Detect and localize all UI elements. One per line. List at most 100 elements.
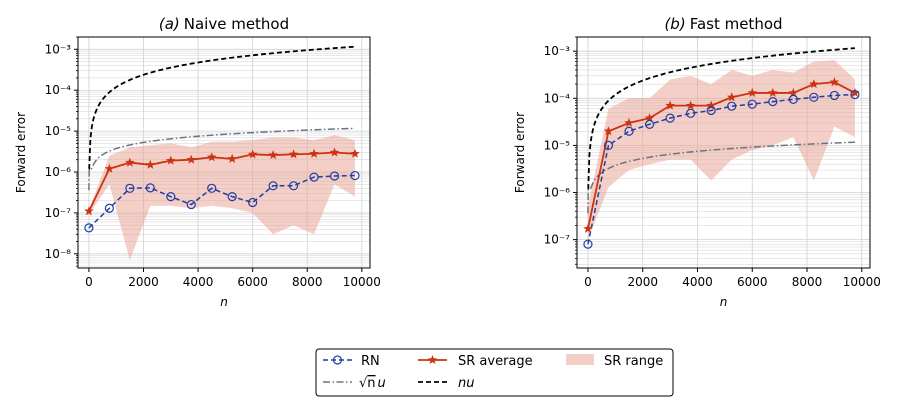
- x-tick-label: 8000: [792, 275, 823, 289]
- rn-point: [288, 181, 299, 191]
- rn-point: [125, 183, 135, 193]
- sr-average-point: [665, 100, 675, 110]
- y-tick-label: 10⁻³: [544, 44, 571, 58]
- y-tick-label: 10⁻⁷: [45, 206, 72, 220]
- legend-rn-marker: [332, 355, 343, 365]
- legend-sr-average-label: SR average: [458, 354, 533, 369]
- sr-average-point: [644, 113, 655, 123]
- sr-average-point: [829, 77, 840, 87]
- sr-average-point: [685, 100, 696, 110]
- sr-average-point: [747, 87, 758, 97]
- y-tick-label: 10⁻⁸: [45, 247, 72, 261]
- rn-point: [850, 89, 860, 100]
- x-tick-label: 4000: [183, 275, 214, 289]
- legend-item-rn: RN: [323, 354, 380, 369]
- rn-point: [603, 140, 614, 151]
- rn-point: [350, 170, 360, 181]
- legend-sqrt-symbol: √: [359, 376, 368, 391]
- sr-average-point: [350, 148, 360, 158]
- sr-average-point: [726, 92, 737, 102]
- rn-point: [624, 126, 634, 136]
- rn-point: [227, 192, 237, 202]
- sr-average-point: [624, 117, 634, 127]
- legend-sr-range-label: SR range: [604, 354, 663, 369]
- legend-item-nu: nu: [418, 376, 474, 391]
- rn-point: [706, 105, 716, 116]
- rn-point: [309, 172, 319, 182]
- chart-title-prefix: (b): [664, 15, 685, 33]
- sr-average-point: [309, 148, 319, 158]
- chart-title-text: Fast method: [690, 15, 783, 33]
- y-axis-label: Forward error: [513, 112, 527, 193]
- panel-fast-method: 0 2000 4000 6000 8000 10000 10⁻⁷ 10⁻⁶ 10⁻⁵ 10⁻⁴ 10…: [513, 15, 881, 309]
- x-tick-label: 4000: [682, 275, 713, 289]
- nu-line: [88, 45, 356, 170]
- legend-item-sr-average: SR average: [418, 354, 533, 369]
- sr-average-point: [329, 147, 340, 157]
- legend-sqrt-n: n: [367, 376, 375, 391]
- rn-point: [329, 171, 340, 181]
- legend-nu-label: nu: [458, 376, 474, 391]
- sr-average-point: [84, 206, 94, 216]
- x-tick-label: 6000: [737, 275, 768, 289]
- rn-point: [727, 101, 737, 111]
- sr-average-point: [227, 153, 237, 163]
- markers: [583, 77, 860, 249]
- rn-point: [268, 181, 278, 191]
- rn-point: [809, 92, 819, 102]
- sr-average-point: [104, 163, 115, 173]
- markers: [84, 147, 360, 233]
- legend-sqrt-u: u: [378, 376, 386, 391]
- y-tick-label: 10⁻⁵: [45, 124, 72, 138]
- sr-average-point: [186, 154, 197, 164]
- chart-title: (a) Naive method: [159, 15, 289, 33]
- sr-range-band: [88, 135, 355, 261]
- plot-area: [587, 47, 856, 245]
- y-axis-label: Forward error: [14, 112, 28, 193]
- sr-range-band: [587, 60, 855, 240]
- x-tick-label: 6000: [237, 275, 268, 289]
- rn-point: [145, 183, 155, 193]
- y-tick-label: 10⁻⁴: [544, 91, 571, 105]
- y-tick-label: 10⁻⁷: [544, 233, 571, 247]
- rn-point: [665, 113, 675, 123]
- rn-point: [84, 223, 94, 233]
- sr-average-point: [206, 152, 217, 162]
- rn-point: [829, 90, 840, 101]
- rn-point: [644, 119, 655, 129]
- legend-sr-average-marker: [427, 355, 438, 365]
- x-axis-label: n: [220, 295, 228, 309]
- sr-average-point: [768, 87, 778, 97]
- sr-average-point: [288, 149, 299, 159]
- x-tick-label: 2000: [627, 275, 658, 289]
- chart-title-prefix: (a): [159, 15, 180, 33]
- y-tick-label: 10⁻⁶: [544, 186, 571, 200]
- sqrt-nu-line: [587, 141, 855, 214]
- legend-sqrt-nu-label: √n u: [359, 376, 386, 391]
- x-tick-label: 10000: [343, 275, 381, 289]
- rn-point: [207, 183, 217, 193]
- nu-line: [587, 47, 856, 190]
- sr-average-point: [125, 157, 135, 167]
- sr-average-point: [583, 223, 593, 233]
- sr-average-point: [603, 126, 614, 136]
- y-tick-label: 10⁻⁴: [45, 83, 72, 97]
- sr-average-point: [145, 159, 156, 169]
- legend-item-sqrt-nu: √n u: [323, 376, 386, 391]
- panel-naive-method: 0 2000 4000 6000 8000 10000 10⁻⁸ 10⁻⁷ 10⁻⁶ 10⁻⁵ 10…: [14, 15, 381, 309]
- y-tick-label: 10⁻³: [45, 42, 72, 56]
- y-tick-label: 10⁻⁵: [544, 138, 571, 152]
- sr-average-point: [247, 149, 258, 159]
- x-tick-label: 0: [584, 275, 592, 289]
- legend-sr-range-swatch: [566, 354, 594, 365]
- rn-point: [104, 203, 114, 213]
- rn-point: [747, 99, 757, 109]
- sr-average-point: [788, 87, 799, 97]
- legend-rn-label: RN: [361, 354, 380, 369]
- rn-point: [768, 97, 778, 107]
- x-tick-label: 8000: [292, 275, 323, 289]
- rn-point: [686, 108, 696, 118]
- x-tick-label: 0: [85, 275, 93, 289]
- sr-average-line: [88, 151, 356, 212]
